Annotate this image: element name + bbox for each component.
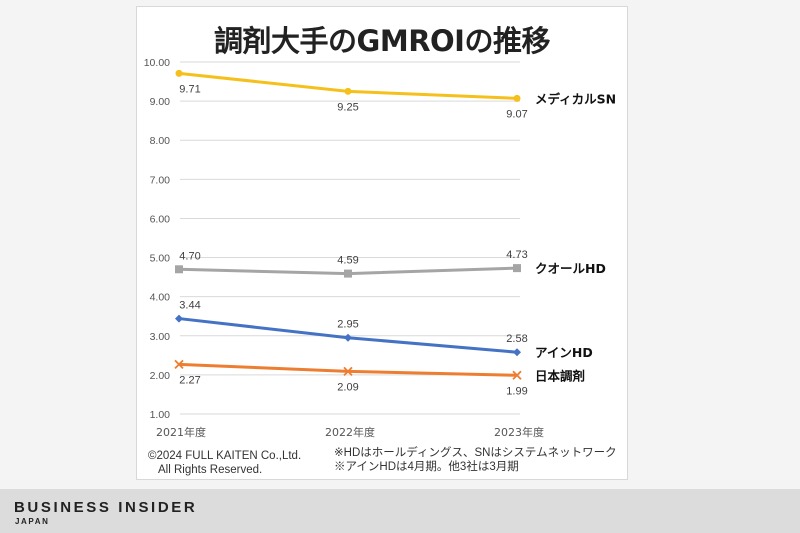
data-point	[175, 69, 183, 77]
brand-footer	[0, 489, 800, 533]
data-point	[343, 366, 353, 377]
data-label: 9.25	[337, 101, 358, 113]
data-label: 2.95	[337, 319, 358, 331]
data-point	[344, 87, 352, 95]
y-tick-label: 2.00	[150, 370, 171, 382]
data-label: 1.99	[506, 385, 527, 397]
y-tick-label: 7.00	[150, 174, 171, 186]
data-point	[513, 264, 521, 273]
data-label: 2.09	[337, 381, 358, 393]
data-point	[344, 269, 352, 278]
y-tick-label: 6.00	[150, 213, 171, 225]
data-label: 3.44	[179, 300, 200, 312]
data-point	[513, 348, 521, 357]
footnote-fiscal-periods: ※アインHDは4月期。他3社は3月期	[334, 461, 519, 473]
x-tick-label: 2022年度	[325, 425, 375, 439]
copyright-line2: All Rights Reserved.	[158, 464, 263, 476]
data-point	[513, 94, 521, 102]
copyright-line1: ©2024 FULL KAITEN Co.,Ltd.	[148, 450, 302, 462]
data-point	[175, 265, 183, 274]
y-tick-label: 4.00	[150, 292, 171, 304]
y-tick-label: 10.00	[144, 57, 170, 69]
chart-title: 調剤大手のGMROIの推移	[214, 24, 550, 58]
data-label: 2.58	[506, 333, 527, 345]
data-label: 9.71	[179, 83, 200, 95]
data-point	[174, 359, 184, 369]
data-label: 4.70	[179, 250, 200, 262]
data-label: 4.73	[506, 249, 527, 261]
y-tick-label: 9.00	[150, 96, 171, 108]
footnote-abbreviations: ※HDはホールディングス、SNはシステムネットワーク	[334, 447, 617, 459]
series-name-label: アインHD	[535, 345, 593, 360]
y-tick-label: 5.00	[150, 253, 171, 265]
series-name-label: クオールHD	[535, 261, 606, 276]
chart-card	[136, 6, 628, 480]
data-label: 9.07	[506, 108, 527, 120]
series-line	[178, 362, 518, 377]
brand-logo-sub: JAPAN	[15, 517, 50, 526]
y-tick-label: 1.00	[150, 409, 171, 421]
y-tick-label: 3.00	[150, 331, 171, 343]
series-name-label: メディカルSN	[535, 91, 616, 106]
data-label: 4.59	[337, 255, 358, 267]
data-point	[344, 333, 352, 342]
brand-logo: BUSINESS INSIDER	[14, 499, 198, 516]
x-tick-label: 2021年度	[156, 425, 206, 439]
data-point	[512, 370, 522, 380]
x-tick-label: 2023年度	[494, 425, 544, 439]
series-name-label: 日本調剤	[535, 368, 585, 383]
y-tick-label: 8.00	[150, 135, 171, 147]
data-label: 2.27	[179, 374, 200, 386]
data-point	[175, 314, 183, 323]
